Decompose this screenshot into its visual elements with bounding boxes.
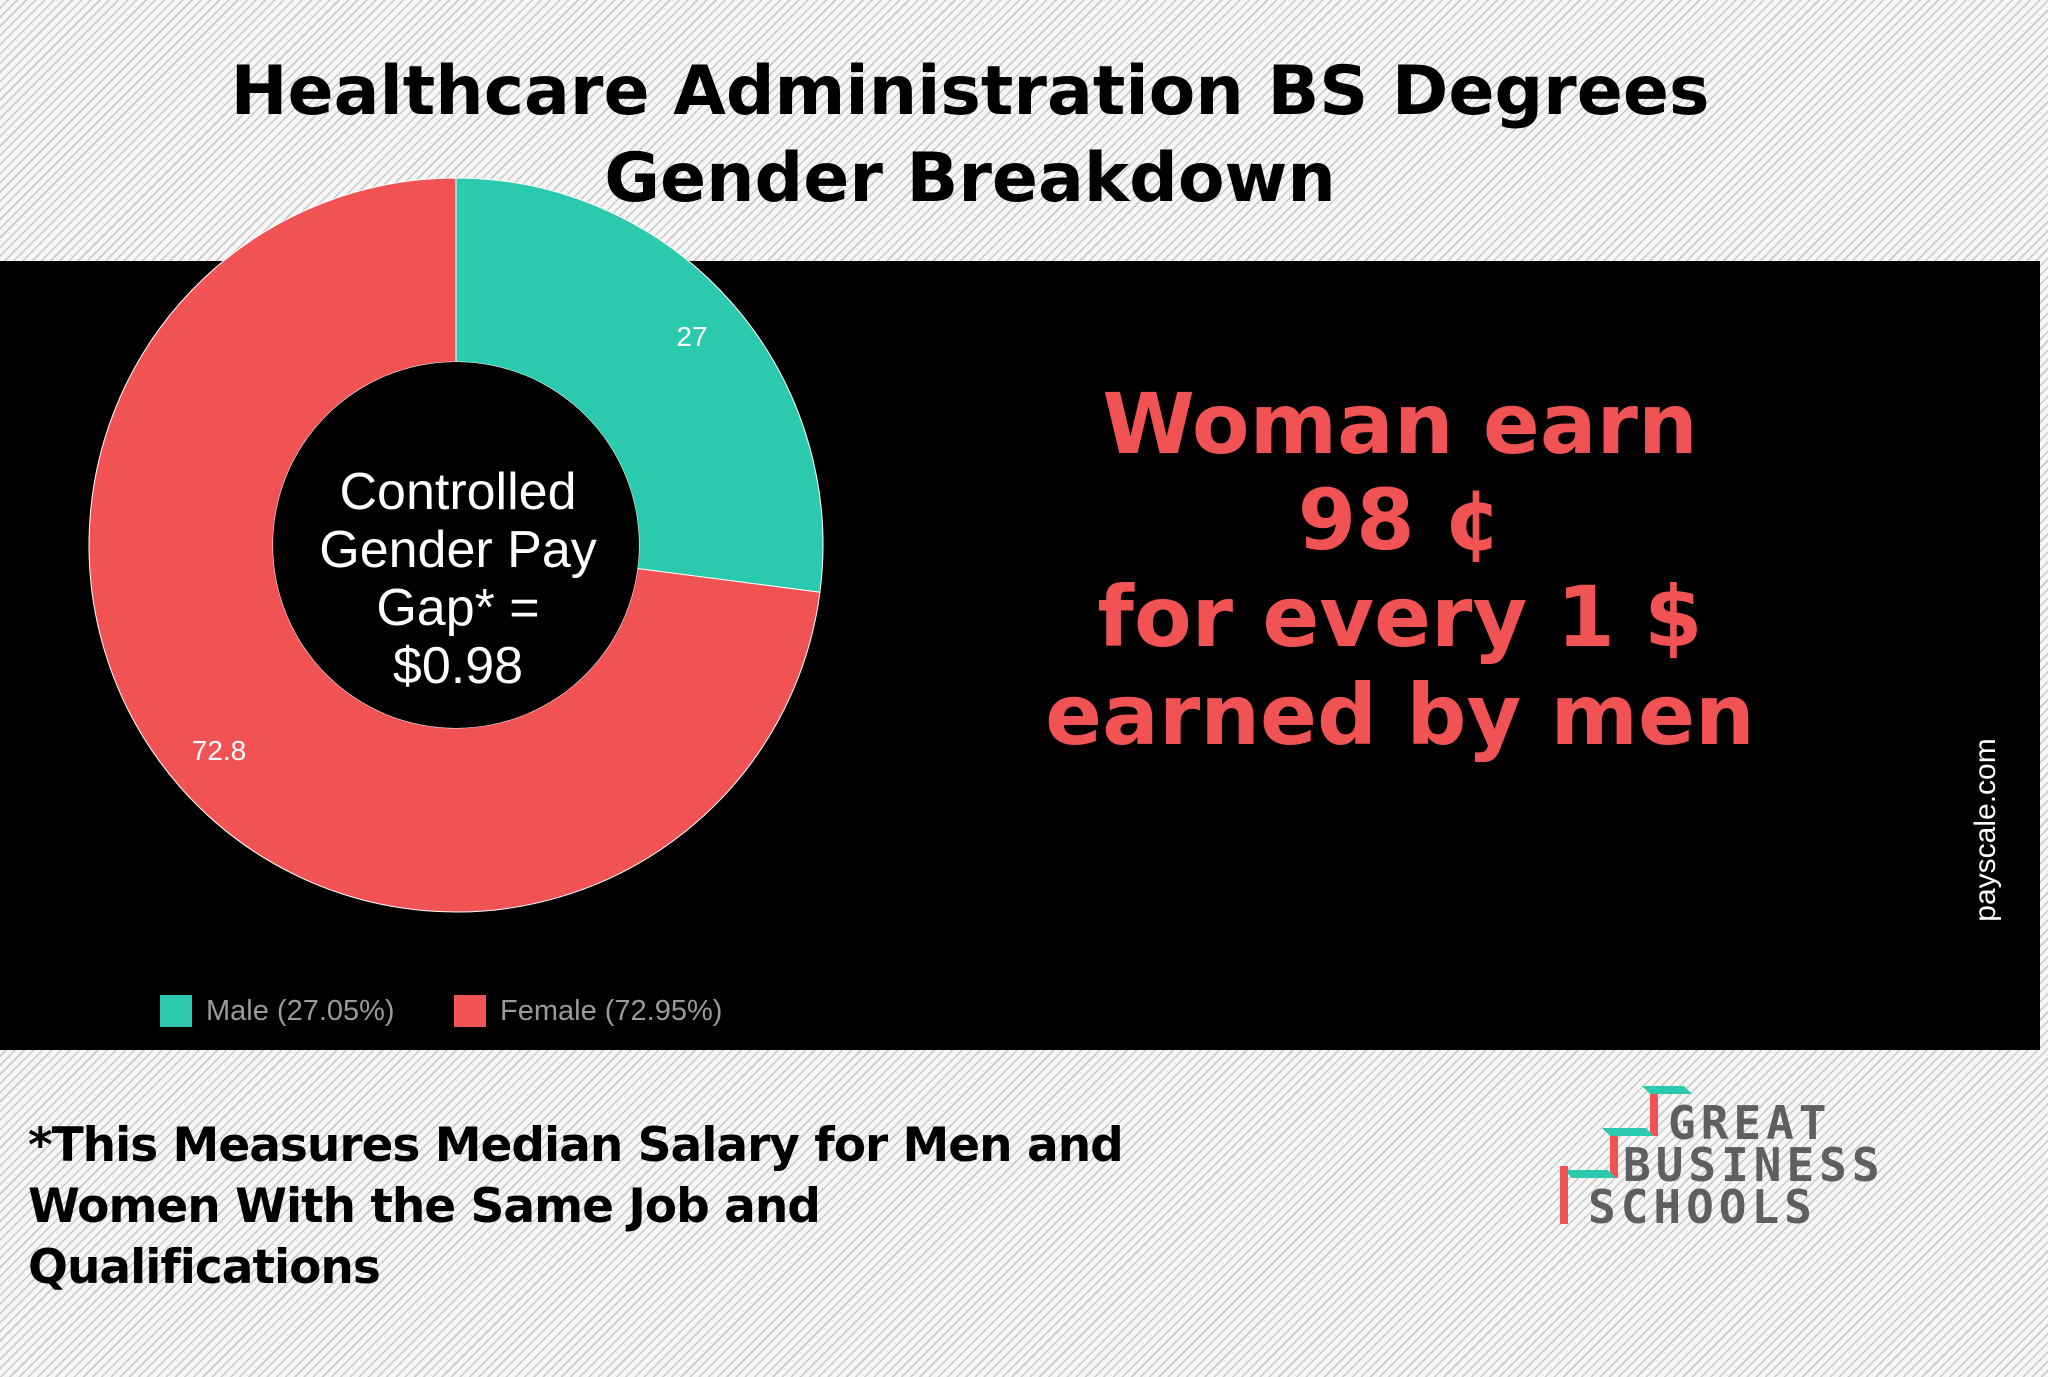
- footnote-line3: Qualifications: [28, 1240, 381, 1295]
- pay-gap-line3: Gap* =: [376, 579, 540, 637]
- data-label-female: 72.8: [192, 735, 247, 766]
- chart-title-line2: Gender Breakdown: [604, 139, 1336, 218]
- legend-label-male: Male (27.05%): [206, 994, 395, 1027]
- pay-gap-value: $0.98: [392, 637, 524, 695]
- great-business-schools-logo: [1560, 1086, 1692, 1224]
- legend-item-female: Female (72.95%): [454, 991, 722, 1031]
- pay-gap-label: Controlled Gender Pay Gap* = $0.98: [278, 463, 638, 695]
- claim-line1: Woman earn: [1102, 375, 1698, 473]
- logo-text-great: GREAT: [1668, 1096, 1832, 1150]
- claim-line2: 98 ¢: [1297, 471, 1503, 569]
- legend-swatch-female: [454, 995, 486, 1027]
- claim-line3: for every 1 $: [1097, 568, 1703, 666]
- legend-label-female: Female (72.95%): [500, 994, 723, 1027]
- footnote-line1: *This Measures Median Salary for Men and: [28, 1118, 1124, 1173]
- pay-gap-line1: Controlled: [339, 463, 577, 521]
- data-label-male: 27: [676, 321, 707, 352]
- source-credit: payscale.com: [1969, 738, 2002, 922]
- donut-hole: [273, 362, 639, 728]
- footnote-line2: Women With the Same Job and: [28, 1179, 821, 1234]
- legend-swatch-male: [160, 995, 192, 1027]
- logo-text-schools: SCHOOLS: [1588, 1180, 1817, 1234]
- pay-gap-line2: Gender Pay: [319, 521, 597, 579]
- claim-line4: earned by men: [1045, 666, 1755, 764]
- footnote: *This Measures Median Salary for Men and…: [28, 1115, 1228, 1298]
- logo-text-business: BUSINESS: [1623, 1138, 1885, 1192]
- legend-item-male: Male (27.05%): [160, 991, 395, 1031]
- chart-title-line1: Healthcare Administration BS Degrees: [230, 52, 1710, 131]
